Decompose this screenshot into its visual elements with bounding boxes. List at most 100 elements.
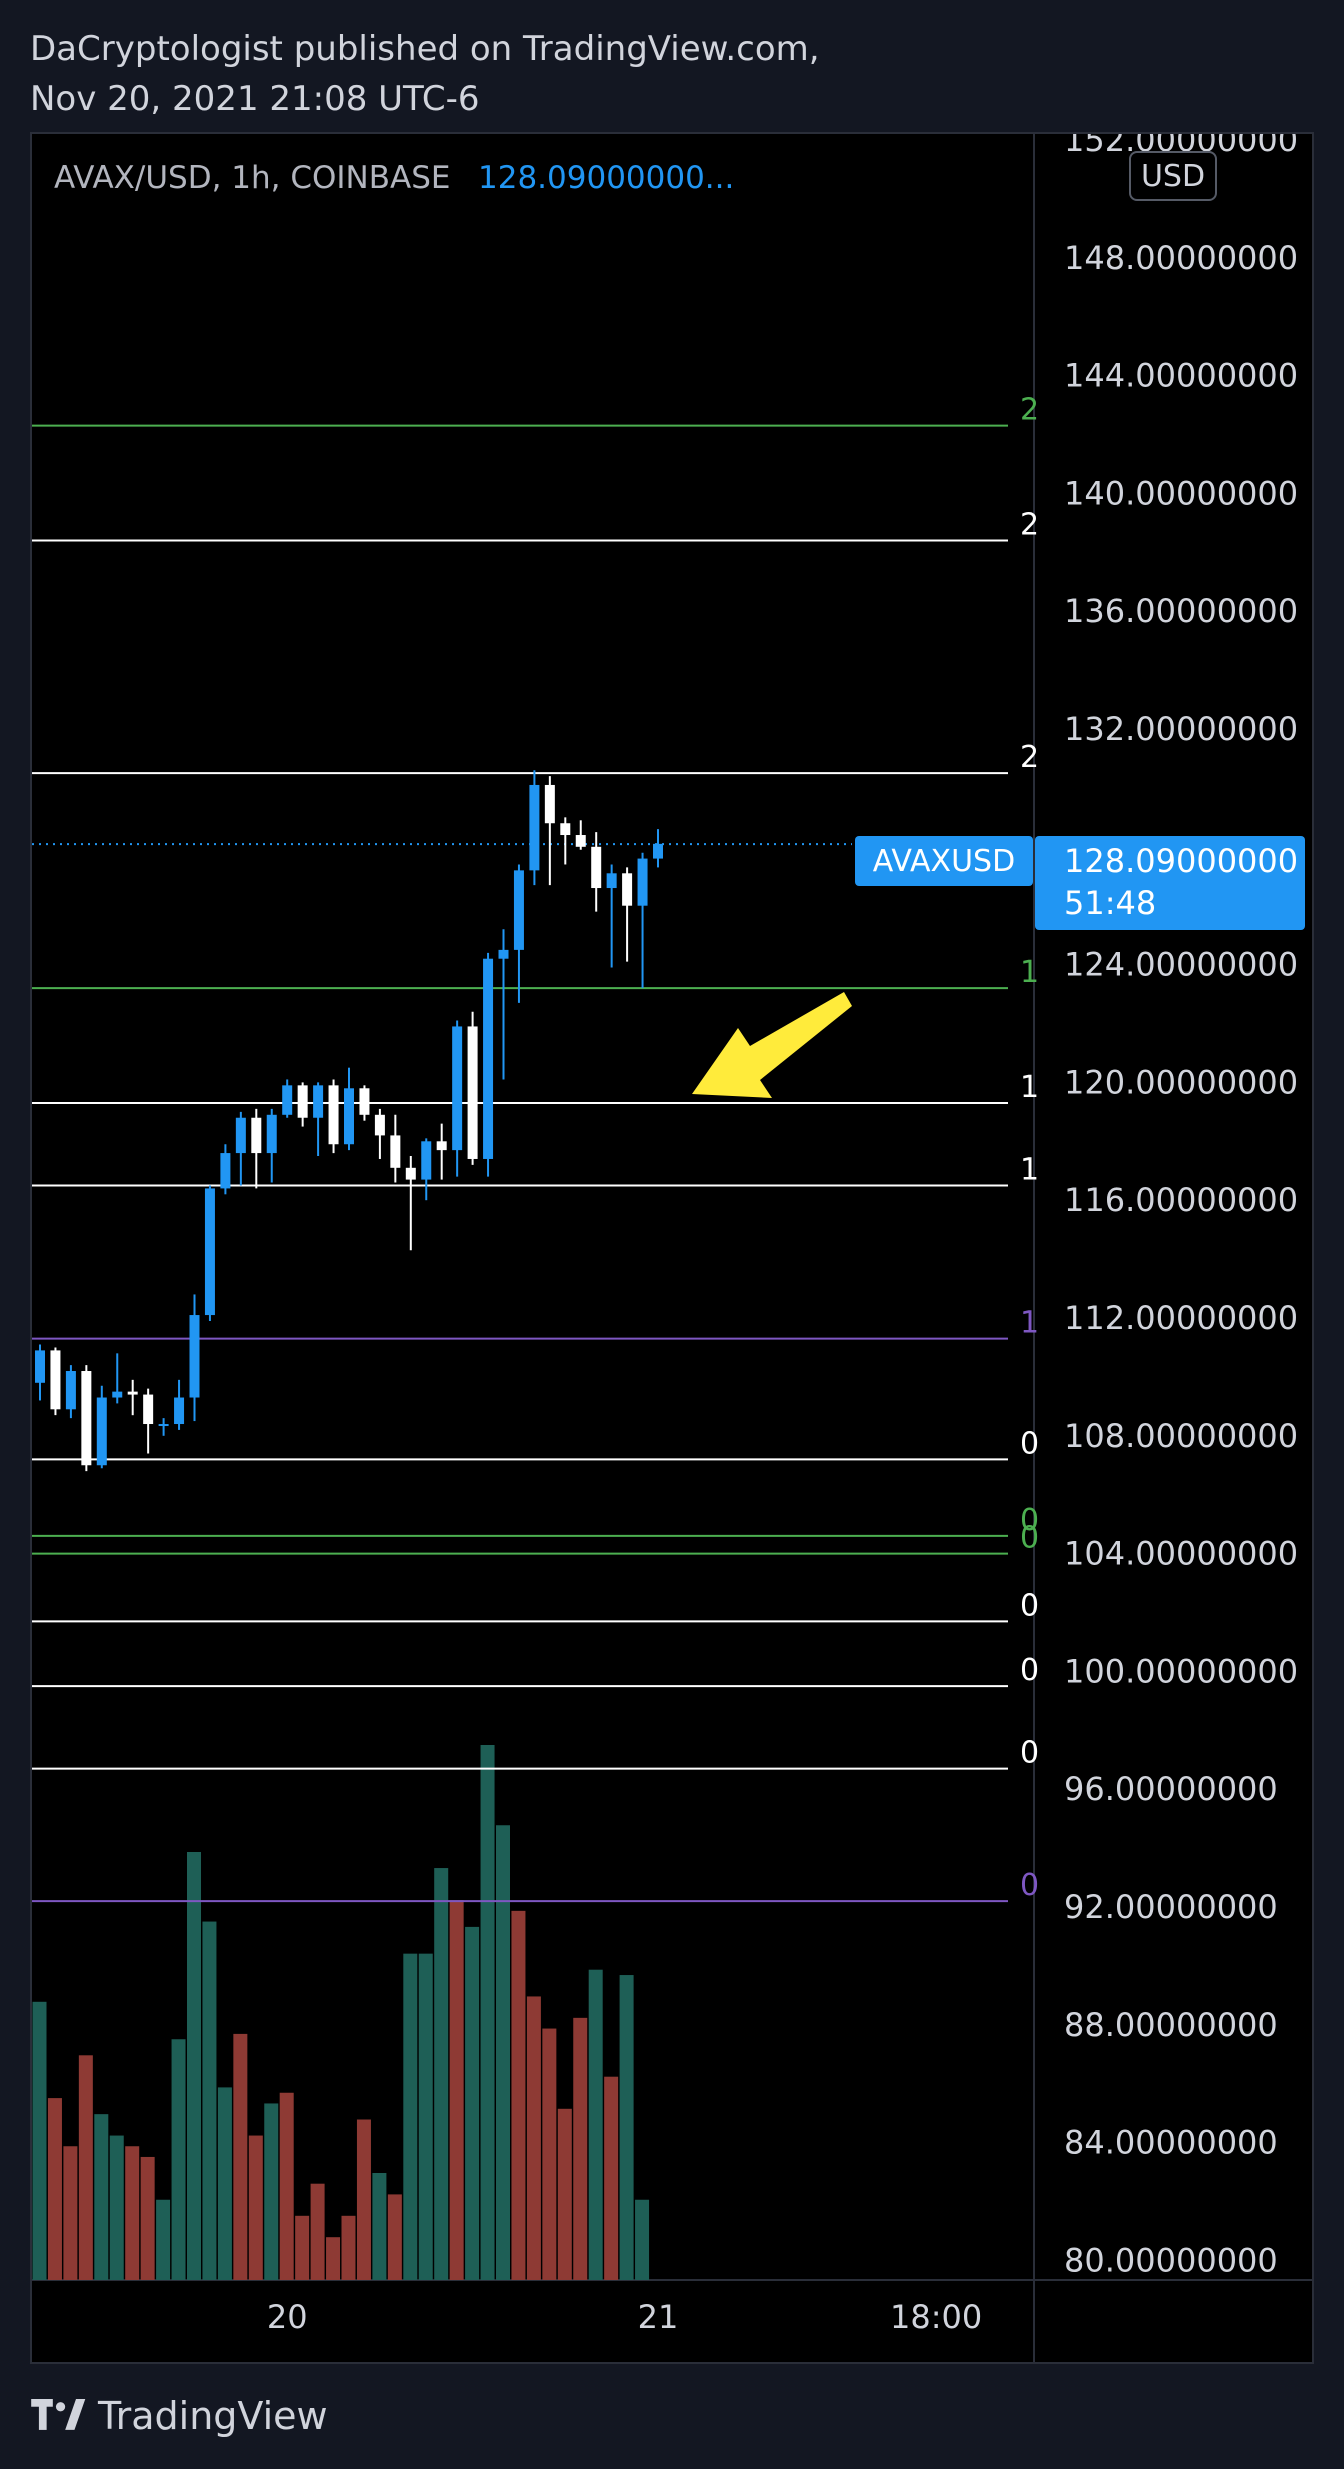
price-tick-label: 96.00000000 [1064,1770,1278,1808]
level-label: 1 [1020,955,1039,990]
volume-bar [32,2001,47,2280]
candle-body[interactable] [374,1114,385,1136]
volume-bar [295,2215,310,2280]
chart-container[interactable]: 2 2 2 1 1 1 1 0 0 0 0 0 0 0 AVAX/USD, 1h, COINBASE 128.… [30,132,1314,2364]
annotation-arrow[interactable] [692,992,852,1098]
last-price-box [1035,836,1305,930]
candle-body[interactable] [297,1085,308,1118]
candle-body[interactable] [127,1391,138,1395]
candle-body[interactable] [653,843,663,859]
footer-brand[interactable]: TradingView [30,2386,328,2446]
volume-bar [480,1745,495,2280]
volume-bar [156,2199,171,2280]
price-tick-label: 124.00000000 [1064,946,1298,984]
volume-bar [356,2119,371,2280]
publisher-line: DaCryptologist published on TradingView.… [30,29,820,69]
volume-bar [171,2039,186,2280]
time-tick-label: 18:00 [890,2298,982,2336]
candle-body[interactable] [328,1085,339,1145]
candle-body[interactable] [405,1167,416,1180]
level-label: 2 [1020,508,1039,543]
volume-bar [233,2033,248,2280]
symbol-info: AVAX/USD, 1h, COINBASE [54,160,450,196]
plot-area[interactable] [32,134,1034,2280]
volume-bar [449,1900,464,2280]
volume-bar [78,2055,93,2280]
volume-bar [140,2156,155,2280]
volume-bar [557,2108,572,2280]
candle-body[interactable] [235,1117,246,1154]
price-tick-label: 100.00000000 [1064,1652,1298,1690]
candle-body[interactable] [189,1315,200,1398]
candle-body[interactable] [344,1088,354,1145]
candle-body[interactable] [483,958,494,1159]
candle-body[interactable] [50,1350,61,1410]
volume-bar [310,2183,325,2280]
level-label: 0 [1020,1503,1039,1538]
volume-bar [264,2103,279,2280]
volume-bar [588,1969,603,2280]
volume-bar [47,2098,62,2280]
volume-bar [511,1910,526,2280]
level-label: 2 [1020,393,1039,428]
price-tick-label: 132.00000000 [1064,710,1298,748]
price-tick-label: 92.00000000 [1064,1888,1278,1926]
candle-body[interactable] [513,870,524,950]
candle-body[interactable] [174,1397,185,1425]
volume-bar [635,2199,650,2280]
level-label: 0 [1020,1521,1039,1556]
time-tick-label: 20 [267,2298,308,2336]
volume-bar [372,2173,387,2280]
candle-body[interactable] [81,1371,92,1466]
candle-body[interactable] [467,1026,478,1159]
candle-body[interactable] [96,1397,107,1466]
candle-body[interactable] [436,1141,447,1151]
candle-body[interactable] [35,1350,45,1383]
time-axis[interactable] [32,2280,1312,2362]
candle-body[interactable] [220,1153,231,1189]
volume-bar [94,2114,109,2280]
time-tick-label: 21 [638,2298,679,2336]
candle-body[interactable] [266,1114,277,1154]
candle-body[interactable] [529,784,540,871]
price-tick-label: 148.00000000 [1064,239,1298,277]
price-tick-label: 116.00000000 [1064,1181,1298,1219]
candle-body[interactable] [544,784,555,824]
candle-body[interactable] [112,1391,123,1398]
volume-bar [202,1921,217,2280]
price-tick-label: 104.00000000 [1064,1535,1298,1573]
price-axis[interactable] [1034,134,1312,2362]
level-label: 0 [1020,1653,1039,1688]
price-tick-label: 140.00000000 [1064,474,1298,512]
candle-body[interactable] [251,1117,262,1154]
candle-body[interactable] [359,1088,370,1115]
candle-body[interactable] [575,835,586,847]
candle-body[interactable] [282,1085,293,1115]
candle-body[interactable] [421,1141,432,1180]
candle-body[interactable] [143,1394,154,1425]
candle-body[interactable] [390,1135,401,1168]
candle-body[interactable] [606,873,617,889]
candle-body[interactable] [65,1371,76,1410]
level-label: 1 [1020,1070,1039,1105]
candle-body[interactable] [498,949,509,959]
volume-bar [465,1926,480,2280]
candle-body[interactable] [622,873,633,906]
candle-body[interactable] [452,1026,463,1151]
symbol-price-tag-label: AVAXUSD [873,844,1015,879]
candle-body[interactable] [560,823,571,836]
volume-bar [248,2135,263,2280]
volume-bar [434,1868,449,2280]
candle-body[interactable] [591,846,602,889]
bar-countdown: 51:48 [1064,884,1156,922]
publication-header: DaCryptologist published on TradingView.… [30,24,1230,124]
price-tick-label: 108.00000000 [1064,1417,1298,1455]
publication-date: Nov 20, 2021 21:08 UTC-6 [30,79,480,119]
candle-body[interactable] [204,1188,215,1316]
volume-bar [187,1852,201,2280]
candle-body[interactable] [158,1424,169,1427]
candle-body[interactable] [313,1085,324,1118]
currency-badge[interactable] [1129,151,1217,201]
candle-body[interactable] [637,858,648,906]
